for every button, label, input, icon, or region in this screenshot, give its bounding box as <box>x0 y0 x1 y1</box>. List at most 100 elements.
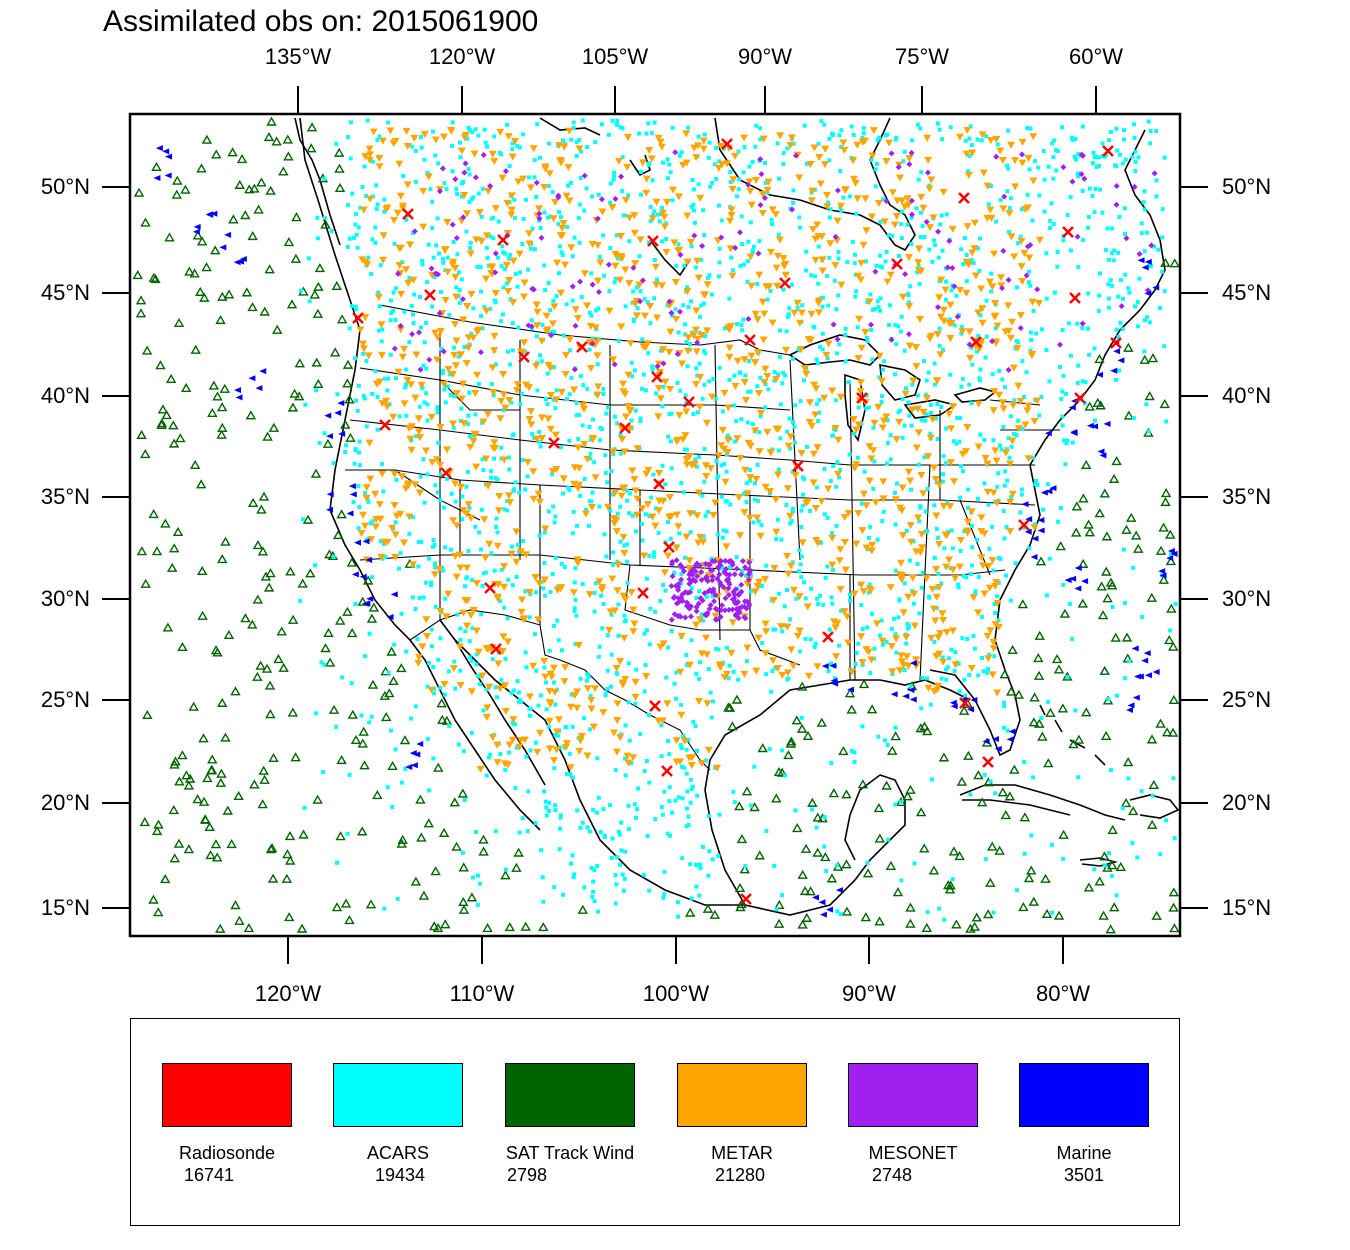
metar-point <box>377 321 386 329</box>
acars-point <box>748 220 753 225</box>
metar-point <box>1006 334 1015 342</box>
acars-point <box>707 849 712 854</box>
sat-wind-point <box>513 847 524 857</box>
acars-point <box>317 440 322 445</box>
metar-point <box>939 658 948 666</box>
acars-point <box>469 331 474 336</box>
metar-point <box>513 381 522 389</box>
acars-point <box>605 687 610 692</box>
metar-point <box>936 313 945 321</box>
acars-point <box>968 792 973 797</box>
acars-point <box>694 366 699 371</box>
metar-point <box>831 424 840 432</box>
metar-point <box>813 663 822 671</box>
marine-point <box>1144 290 1152 297</box>
acars-point <box>519 700 524 705</box>
acars-point <box>772 378 777 383</box>
acars-point <box>890 233 895 238</box>
acars-point <box>560 252 565 257</box>
radiosonde-point <box>958 192 970 204</box>
acars-point <box>556 733 561 738</box>
metar-point <box>403 181 412 189</box>
acars-point <box>1033 482 1038 487</box>
sat-wind-point <box>1120 797 1132 808</box>
acars-point <box>878 219 883 224</box>
metar-point <box>701 462 710 470</box>
acars-point <box>622 543 627 548</box>
metar-point <box>877 377 886 385</box>
acars-point <box>689 586 694 591</box>
acars-point <box>648 204 653 209</box>
acars-point <box>984 334 989 339</box>
acars-point <box>422 400 427 405</box>
acars-point <box>972 646 977 651</box>
acars-point <box>576 216 581 221</box>
metar-point <box>892 635 901 643</box>
acars-point <box>642 769 647 774</box>
metar-point <box>613 700 622 708</box>
metar-point <box>882 413 891 421</box>
metar-point <box>778 671 787 679</box>
acars-point <box>758 137 763 142</box>
acars-point <box>743 373 748 378</box>
metar-point <box>541 163 550 171</box>
acars-point <box>881 509 886 514</box>
metar-point <box>931 565 940 573</box>
metar-point <box>930 688 939 696</box>
metar-point <box>963 223 972 231</box>
metar-point <box>490 157 499 165</box>
acars-point <box>660 239 665 244</box>
metar-point <box>760 310 769 318</box>
acars-point <box>364 424 369 429</box>
sat-wind-point <box>199 814 211 824</box>
acars-point <box>596 306 601 311</box>
sat-wind-point <box>366 613 378 623</box>
acars-point <box>805 444 810 449</box>
metar-point <box>640 552 649 560</box>
acars-point <box>456 354 461 359</box>
metar-point <box>928 416 937 424</box>
metar-point <box>638 159 647 167</box>
mesonet-point <box>671 611 678 618</box>
acars-point <box>910 138 915 143</box>
acars-point <box>476 133 481 138</box>
metar-point <box>660 223 669 231</box>
acars-point <box>733 439 738 444</box>
sat-wind-point <box>828 788 840 798</box>
acars-point <box>409 716 414 721</box>
sat-wind-point <box>432 922 444 933</box>
acars-point <box>920 570 925 575</box>
marine-point <box>410 762 418 769</box>
metar-point <box>694 697 703 705</box>
acars-point <box>357 439 362 444</box>
acars-point <box>470 626 475 631</box>
metar-point <box>500 682 509 690</box>
acars-point <box>356 450 361 455</box>
metar-point <box>665 513 674 521</box>
metar-point <box>840 513 849 521</box>
metar-point <box>859 241 868 249</box>
mesonet-point <box>1113 201 1120 208</box>
metar-point <box>755 448 764 456</box>
mesonet-point <box>581 172 588 179</box>
metar-point <box>414 428 423 436</box>
metar-point <box>897 658 906 666</box>
mesonet-point <box>577 278 584 285</box>
sat-wind-point <box>1159 398 1170 409</box>
marine-point <box>353 539 361 546</box>
metar-point <box>1008 318 1017 326</box>
metar-point <box>452 293 461 301</box>
metar-point <box>1034 300 1043 308</box>
metar-point <box>886 584 895 592</box>
sat-wind-point <box>346 557 358 567</box>
sat-wind-point <box>323 627 334 637</box>
metar-point <box>632 312 641 320</box>
acars-point <box>700 493 705 498</box>
acars-point <box>475 873 480 878</box>
acars-point <box>521 216 526 221</box>
acars-point <box>412 292 417 297</box>
metar-point <box>587 705 596 713</box>
metar-point <box>570 480 579 488</box>
metar-point <box>685 557 694 565</box>
marine-point <box>1144 258 1152 265</box>
